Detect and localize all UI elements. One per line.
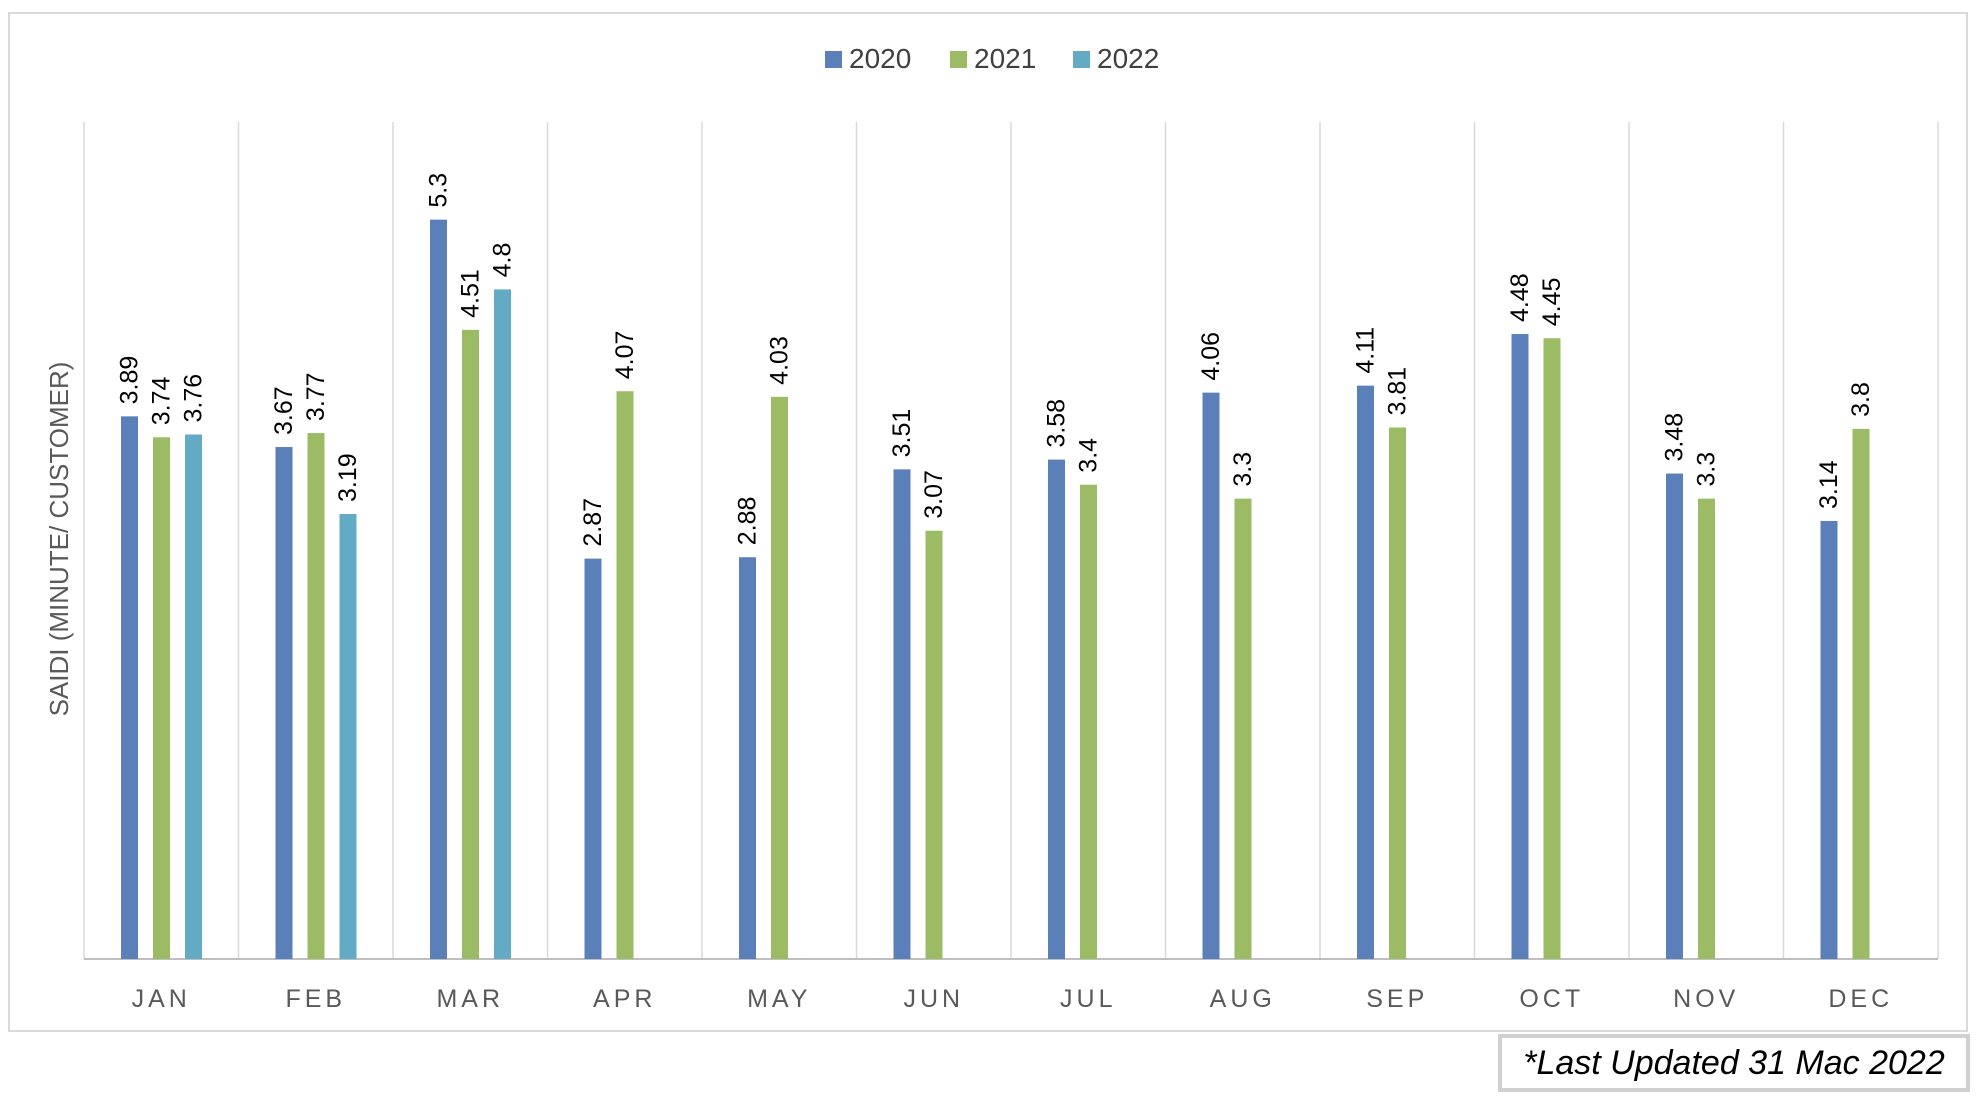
data-label: 3.77 (302, 372, 330, 421)
data-label: 3.74 (148, 377, 176, 426)
bar-2021-jul (1080, 484, 1097, 959)
y-axis-label: SAIDI (MINUTE/ CUSTOMER) (44, 362, 74, 717)
bar-2021-nov (1698, 498, 1715, 959)
legend-swatch-2022 (1073, 51, 1090, 68)
legend-label-2020: 2020 (849, 43, 911, 74)
data-label: 3.51 (888, 409, 916, 458)
x-tick-label: FEB (285, 985, 346, 1013)
data-label: 3.8 (1847, 382, 1875, 417)
bar-2020-apr (584, 558, 602, 959)
data-label: 3.81 (1384, 367, 1412, 416)
x-tick-label: MAY (747, 985, 811, 1013)
x-tick-label: AUG (1210, 985, 1276, 1013)
data-label: 3.67 (270, 386, 298, 435)
data-label: 3.19 (334, 453, 362, 502)
bar-2020-jul (1048, 459, 1065, 959)
bar-2020-mar (430, 219, 447, 959)
x-tick-label: JUL (1060, 985, 1116, 1013)
saidi-bar-chart: 3.89 3.74 3.76 JAN 3.67 3.77 3.19 FEB 5.3 4.514.8… (44, 43, 1939, 1013)
data-label: 2.87 (579, 498, 607, 547)
data-label: 4.03 (766, 336, 794, 385)
bar-2022-jan (185, 434, 202, 960)
x-tick-label: APR (593, 985, 656, 1013)
bar-2021-jun (925, 530, 943, 959)
bar-2021-jan (153, 437, 170, 959)
legend-label-2021: 2021 (974, 43, 1036, 74)
bar-2020-jan (121, 416, 138, 960)
x-tick-label: JAN (132, 985, 191, 1013)
data-label: 4.48 (1506, 273, 1534, 322)
bar-2022-feb (339, 513, 357, 959)
legend-swatch-2020 (825, 51, 842, 68)
data-label: 4.8 (489, 243, 517, 278)
data-label: 4.51 (457, 269, 485, 318)
x-tick-label: SEP (1366, 985, 1428, 1013)
legend-label-2022: 2022 (1097, 43, 1159, 74)
bar-2021-sep (1389, 427, 1406, 959)
data-label: 3.3 (1229, 452, 1257, 487)
data-label: 3.58 (1043, 399, 1071, 448)
bar-2020-nov (1666, 473, 1683, 959)
data-label: 5.3 (425, 173, 453, 208)
last-updated-note: *Last Updated 31 Mac 2022 (1498, 1034, 1970, 1092)
x-tick-label: NOV (1673, 985, 1739, 1013)
data-label: 3.3 (1693, 452, 1721, 487)
data-label: 4.45 (1538, 278, 1566, 327)
data-label: 3.76 (180, 374, 208, 423)
bar-2021-aug (1234, 498, 1252, 959)
data-label: 4.07 (611, 331, 639, 380)
legend-swatch-2021 (950, 51, 967, 68)
bar-2021-oct (1543, 338, 1561, 960)
bar-2020-may (739, 557, 756, 959)
bar-2021-mar (462, 329, 479, 960)
bar-2021-feb (307, 433, 325, 960)
data-label: 2.88 (734, 497, 762, 546)
data-label: 3.4 (1075, 438, 1103, 473)
data-label: 3.14 (1815, 460, 1843, 509)
x-tick-label: MAR (436, 985, 504, 1013)
data-label: 4.11 (1352, 327, 1380, 374)
bar-2021-may (771, 396, 788, 959)
x-tick-label: DEC (1828, 985, 1893, 1013)
x-tick-label: JUN (903, 985, 964, 1013)
bar-2020-dec (1820, 520, 1838, 959)
bar-2020-jun (893, 469, 911, 959)
data-label: 4.06 (1197, 332, 1225, 381)
bar-2021-dec (1852, 428, 1870, 959)
x-tick-label: OCT (1519, 985, 1584, 1013)
bar-2020-aug (1202, 392, 1220, 959)
bar-2020-oct (1511, 334, 1529, 959)
bar-2020-sep (1357, 385, 1374, 959)
chart-frame: 3.89 3.74 3.76 JAN 3.67 3.77 3.19 FEB 5.3 4.51 4.8… (8, 12, 1968, 1032)
bar-2021-apr (616, 391, 634, 959)
data-label: 3.48 (1661, 413, 1689, 462)
bar-2022-mar (494, 289, 511, 959)
data-label: 3.89 (116, 356, 144, 405)
bar-2020-feb (275, 447, 293, 959)
data-label: 3.07 (920, 470, 948, 519)
